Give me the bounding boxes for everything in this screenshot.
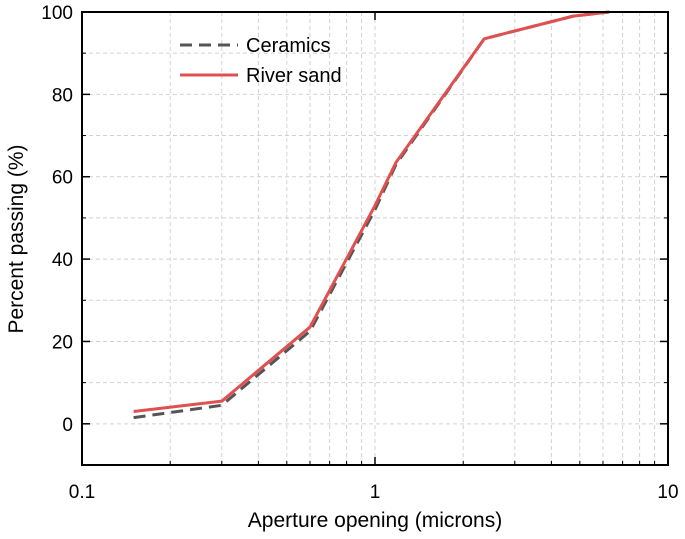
- y-tick-label: 80: [52, 85, 73, 106]
- x-tick-label: 1: [370, 482, 381, 503]
- y-axis-title: Percent passing (%): [5, 144, 28, 333]
- x-axis-title: Aperture opening (microns): [248, 509, 502, 532]
- y-tick-label: 40: [52, 250, 73, 271]
- y-tick-label: 0: [62, 415, 73, 436]
- legend-label-ceramics: Ceramics: [246, 35, 330, 57]
- legend: Ceramics River sand: [180, 35, 342, 87]
- x-tick-label: 10: [657, 482, 678, 503]
- series-layer: [133, 10, 610, 420]
- y-tick-label: 20: [52, 332, 73, 353]
- x-tick-label: 0.1: [69, 482, 95, 503]
- legend-label-river-sand: River sand: [246, 65, 342, 87]
- y-tick-label: 60: [52, 168, 73, 189]
- series-line-river-sand: [133, 10, 610, 413]
- y-tick-label: 100: [41, 3, 73, 24]
- ticks-layer: [81, 11, 669, 466]
- grid-layer: [82, 12, 668, 465]
